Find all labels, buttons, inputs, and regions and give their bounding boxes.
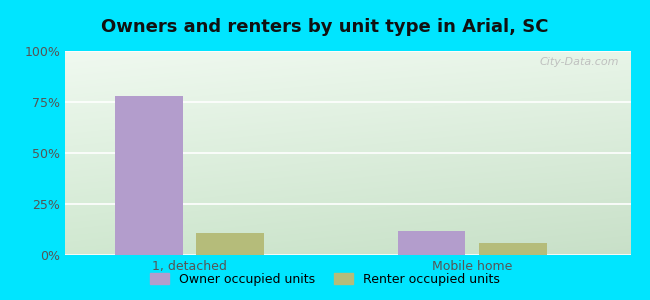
Bar bbox=[196, 232, 264, 255]
Bar bbox=[398, 230, 465, 255]
Bar bbox=[115, 96, 183, 255]
Text: Owners and renters by unit type in Arial, SC: Owners and renters by unit type in Arial… bbox=[101, 18, 549, 36]
Bar bbox=[479, 243, 547, 255]
Text: City-Data.com: City-Data.com bbox=[540, 57, 619, 67]
Legend: Owner occupied units, Renter occupied units: Owner occupied units, Renter occupied un… bbox=[146, 268, 504, 291]
